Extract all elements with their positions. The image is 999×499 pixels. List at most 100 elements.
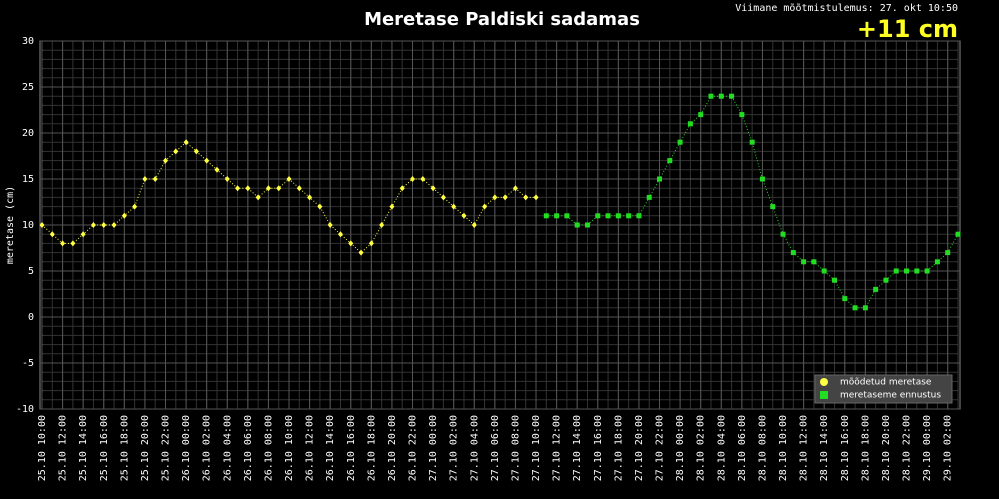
data-point [307, 194, 313, 201]
data-point [389, 203, 395, 210]
data-point [80, 231, 86, 238]
data-point [286, 176, 292, 182]
data-point [163, 157, 169, 164]
data-point [451, 203, 457, 210]
data-point [492, 194, 498, 201]
legend-marker [820, 391, 828, 399]
data-point [811, 259, 817, 265]
data-point [646, 194, 652, 200]
data-point [698, 112, 704, 118]
data-point [759, 176, 765, 182]
data-point [729, 93, 735, 99]
y-tick-label: 25 [22, 82, 34, 93]
data-point [358, 249, 364, 256]
x-tick-label: 25.10 20:00 [140, 415, 151, 481]
data-point [636, 213, 642, 219]
grid [39, 40, 961, 410]
data-point [410, 176, 416, 182]
data-point [533, 194, 539, 201]
data-point [708, 93, 714, 99]
x-tick-label: 29.10 00:00 [922, 415, 933, 481]
x-tick-label: 27.10 02:00 [449, 415, 460, 481]
legend-marker [820, 378, 828, 386]
x-tick-label: 28.10 04:00 [716, 415, 727, 481]
data-point [564, 213, 570, 219]
data-point [801, 259, 807, 265]
data-point [657, 176, 663, 182]
data-point [780, 231, 786, 237]
current-level: +11 cm [857, 15, 958, 43]
data-point [70, 240, 76, 247]
x-tick-label: 27.10 16:00 [593, 415, 604, 481]
x-tick-label: 26.10 20:00 [387, 415, 398, 481]
x-tick-label: 28.10 08:00 [757, 415, 768, 481]
data-point [440, 194, 446, 201]
data-point [687, 121, 693, 127]
x-tick-label: 28.10 22:00 [902, 415, 913, 481]
data-point [945, 250, 951, 256]
data-point [904, 268, 910, 274]
data-point [914, 268, 920, 274]
legend-box [814, 374, 953, 404]
data-point [852, 305, 858, 311]
data-point [430, 185, 436, 192]
data-point [204, 157, 210, 164]
y-tick-label: 5 [28, 266, 34, 277]
data-point [327, 222, 333, 228]
legend-label: mõõdetud meretase [840, 378, 932, 388]
data-point [420, 176, 426, 182]
data-point [399, 185, 405, 192]
x-tick-label: 25.10 10:00 [37, 415, 48, 481]
data-point [152, 176, 158, 182]
y-tick-label: 20 [22, 128, 34, 139]
data-point [265, 185, 271, 192]
data-point [584, 222, 590, 228]
y-tick-label: -5 [22, 358, 34, 369]
data-point [368, 240, 374, 247]
data-point [235, 185, 241, 192]
data-point [317, 203, 323, 210]
y-tick-label: -10 [16, 404, 34, 415]
data-point [955, 231, 961, 237]
x-tick-label: 28.10 12:00 [799, 415, 810, 481]
data-point [482, 203, 488, 210]
x-tick-label: 27.10 18:00 [613, 415, 624, 481]
data-point [924, 268, 930, 274]
data-point [142, 176, 148, 182]
data-point [893, 268, 899, 274]
data-point [595, 213, 601, 219]
x-tick-label: 28.10 10:00 [778, 415, 789, 481]
x-tick-label: 27.10 08:00 [510, 415, 521, 481]
data-point [667, 158, 673, 164]
data-point [934, 259, 940, 265]
x-tick-label: 28.10 20:00 [881, 415, 892, 481]
data-point [770, 204, 776, 210]
x-tick-label: 29.10 02:00 [943, 415, 954, 481]
x-tick-label: 27.10 10:00 [531, 415, 542, 481]
x-tick-label: 26.10 06:00 [243, 415, 254, 481]
data-point [883, 277, 889, 283]
data-point [90, 222, 96, 228]
series-line [546, 95, 959, 309]
x-tick-label: 27.10 12:00 [552, 415, 563, 481]
x-tick-label: 28.10 02:00 [696, 415, 707, 481]
data-point [224, 176, 230, 182]
data-point [512, 185, 518, 192]
data-point [132, 203, 138, 210]
x-tick-label: 26.10 18:00 [366, 415, 377, 481]
data-point [821, 268, 827, 274]
data-point [873, 286, 879, 292]
data-point [831, 277, 837, 283]
data-point [626, 213, 632, 219]
x-tick-label: 26.10 10:00 [284, 415, 295, 481]
data-point [605, 213, 611, 219]
data-point [718, 93, 724, 99]
y-tick-label: 0 [28, 312, 34, 323]
data-point [39, 222, 45, 228]
x-tick-label: 27.10 00:00 [428, 415, 439, 481]
data-point [193, 148, 199, 155]
x-tick-label: 25.10 14:00 [78, 415, 89, 481]
x-tick-label: 26.10 12:00 [305, 415, 316, 481]
x-tick-label: 27.10 06:00 [490, 415, 501, 481]
x-tick-label: 28.10 16:00 [840, 415, 851, 481]
